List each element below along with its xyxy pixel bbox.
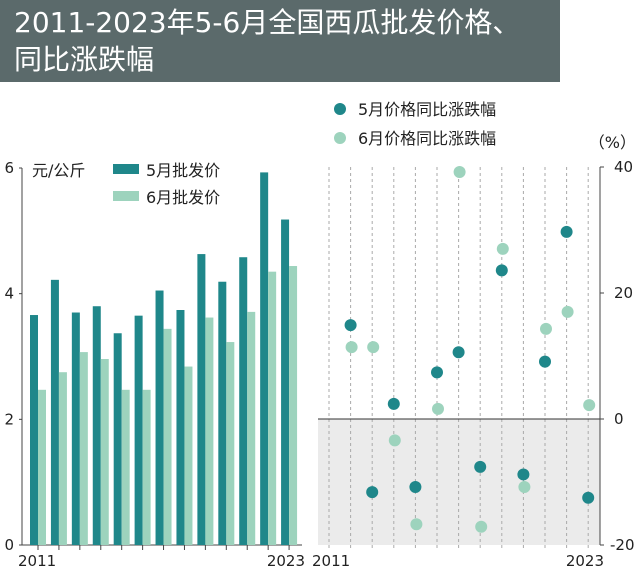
legend-label: 5月批发价 bbox=[146, 161, 220, 180]
bar-may bbox=[176, 310, 185, 545]
x-tick-label: 2011 bbox=[312, 552, 350, 570]
unit-label: （%） bbox=[589, 133, 636, 152]
bar-june bbox=[184, 366, 193, 545]
dot-june bbox=[410, 518, 423, 531]
dot-may bbox=[344, 319, 357, 332]
dot-june bbox=[432, 402, 444, 415]
legend-label: 5月价格同比涨跌幅 bbox=[358, 100, 496, 119]
y-tick-label: 40 bbox=[614, 158, 633, 176]
dot-june bbox=[583, 399, 596, 412]
bar-may bbox=[113, 333, 122, 545]
y-tick-label: 0 bbox=[614, 410, 624, 428]
dot-may bbox=[495, 264, 508, 277]
bar-june bbox=[163, 328, 172, 545]
dot-june bbox=[561, 305, 574, 318]
dot-june bbox=[496, 242, 509, 255]
y-tick-label: 2 bbox=[4, 410, 14, 428]
y-tick-label: 20 bbox=[614, 284, 633, 302]
legend-label: 6月批发价 bbox=[146, 188, 220, 207]
dot-may bbox=[517, 468, 530, 481]
dot-june bbox=[540, 322, 552, 335]
bar-may bbox=[239, 257, 248, 545]
legend-label: 6月价格同比涨跌幅 bbox=[358, 129, 496, 148]
dot-may bbox=[409, 481, 422, 494]
bar-june bbox=[38, 389, 46, 545]
bar-june bbox=[205, 317, 214, 545]
dot-may bbox=[387, 397, 400, 410]
chart-title: 2011-2023年5-6月全国西瓜批发价格、 同比涨跌幅 bbox=[0, 0, 560, 82]
bar-june bbox=[142, 389, 151, 545]
dot-may bbox=[474, 460, 487, 473]
dot-june bbox=[367, 341, 380, 354]
bar-may bbox=[50, 279, 59, 545]
dot-may bbox=[539, 355, 551, 368]
bar-may bbox=[155, 290, 164, 545]
legend-dot bbox=[334, 103, 346, 115]
bar-june bbox=[268, 271, 277, 545]
dot-may bbox=[560, 225, 573, 238]
y-tick-label: 0 bbox=[4, 536, 14, 554]
title-line-2: 同比涨跌幅 bbox=[14, 43, 155, 76]
dot-june bbox=[475, 520, 488, 533]
title-line-1: 2011-2023年5-6月全国西瓜批发价格、 bbox=[14, 6, 521, 39]
bar-may bbox=[197, 254, 206, 545]
dot-may bbox=[582, 491, 595, 504]
bar-may bbox=[92, 306, 101, 545]
bar-may bbox=[71, 312, 80, 545]
x-tick-label: 2023 bbox=[267, 552, 305, 570]
dot-june bbox=[518, 481, 531, 494]
dot-may bbox=[431, 366, 443, 379]
dot-june bbox=[345, 341, 358, 354]
bar-may bbox=[218, 281, 227, 545]
bar-may bbox=[260, 172, 269, 546]
bar-june bbox=[100, 359, 109, 545]
legend-swatch bbox=[113, 164, 139, 174]
dot-may bbox=[366, 486, 379, 499]
dot-june bbox=[388, 434, 401, 447]
y-tick-label: 6 bbox=[4, 159, 14, 177]
bar-june bbox=[289, 266, 298, 545]
unit-label: 元/公斤 bbox=[32, 161, 85, 180]
bar-may bbox=[134, 315, 143, 545]
legend-dot bbox=[334, 132, 346, 144]
dot-may bbox=[452, 346, 465, 359]
bar-june bbox=[247, 311, 256, 545]
bar-june bbox=[79, 352, 88, 545]
dot-june bbox=[453, 166, 466, 179]
bar-june bbox=[58, 372, 67, 545]
bar-may bbox=[30, 315, 38, 545]
y-tick-label: -20 bbox=[610, 536, 635, 554]
bar-june bbox=[121, 389, 130, 545]
legend-swatch bbox=[113, 191, 139, 201]
bar-june bbox=[226, 342, 235, 545]
x-tick-label: 2023 bbox=[566, 552, 604, 570]
bar-may bbox=[281, 219, 290, 546]
y-tick-label: 4 bbox=[4, 285, 14, 303]
x-tick-label: 2011 bbox=[18, 552, 56, 570]
